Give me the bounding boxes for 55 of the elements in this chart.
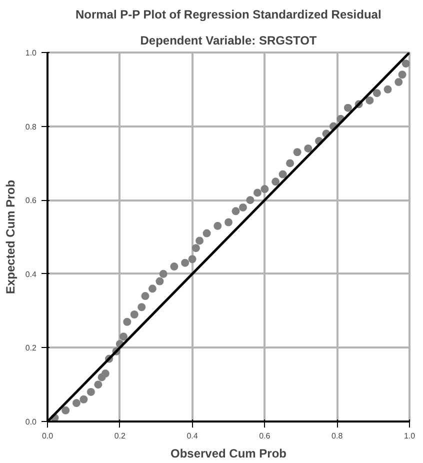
point — [192, 244, 200, 252]
y-tick-label: 0.2 — [25, 344, 38, 353]
x-tick-label: 0.2 — [114, 432, 126, 440]
point — [272, 178, 280, 186]
point — [260, 185, 269, 194]
point — [80, 395, 88, 404]
point — [238, 203, 247, 212]
y-tick-label: 0.8 — [25, 122, 38, 132]
point — [188, 255, 196, 264]
point — [232, 207, 240, 216]
point — [394, 78, 403, 86]
point — [402, 60, 410, 68]
x-tick-label: 0.0 — [42, 432, 54, 440]
x-tick-label: 1.0 — [404, 432, 416, 440]
y-tick-label: 0.4 — [25, 270, 38, 279]
point — [141, 292, 150, 300]
x-axis-title: Observed Cum Prob — [170, 446, 287, 460]
point — [366, 96, 374, 104]
point — [120, 332, 128, 341]
point — [159, 270, 168, 278]
point — [170, 262, 178, 271]
point — [94, 380, 102, 389]
point — [72, 399, 80, 408]
point — [224, 218, 232, 226]
point — [156, 277, 164, 286]
point — [196, 236, 204, 245]
x-tick-label: 0.6 — [259, 432, 271, 440]
y-tick-label: 1.0 — [25, 48, 38, 58]
point — [138, 303, 146, 312]
point — [293, 148, 302, 156]
point — [286, 159, 294, 168]
point — [344, 104, 352, 112]
point — [181, 258, 190, 267]
point — [253, 188, 262, 197]
point — [372, 89, 381, 98]
point — [304, 144, 312, 152]
x-tick-label: 0.4 — [186, 432, 198, 440]
y-axis-title: Expected Cum Prob — [3, 180, 18, 294]
point — [101, 370, 110, 378]
point — [246, 196, 254, 204]
chart-subtitle: Dependent Variable: SRGSTOT — [140, 34, 318, 48]
chart-title: Normal P-P Plot of Regression Standardized Residual — [75, 8, 382, 22]
point — [278, 170, 287, 178]
x-tick-label: 0.8 — [332, 432, 344, 440]
point — [214, 222, 222, 230]
point — [202, 229, 211, 238]
y-tick-label: 0.0 — [25, 418, 38, 426]
point — [398, 70, 406, 79]
point — [148, 284, 156, 293]
point — [86, 388, 95, 396]
point — [123, 318, 132, 326]
point — [384, 85, 392, 94]
point — [130, 310, 138, 318]
point — [62, 406, 70, 414]
y-tick-label: 0.6 — [25, 196, 38, 206]
